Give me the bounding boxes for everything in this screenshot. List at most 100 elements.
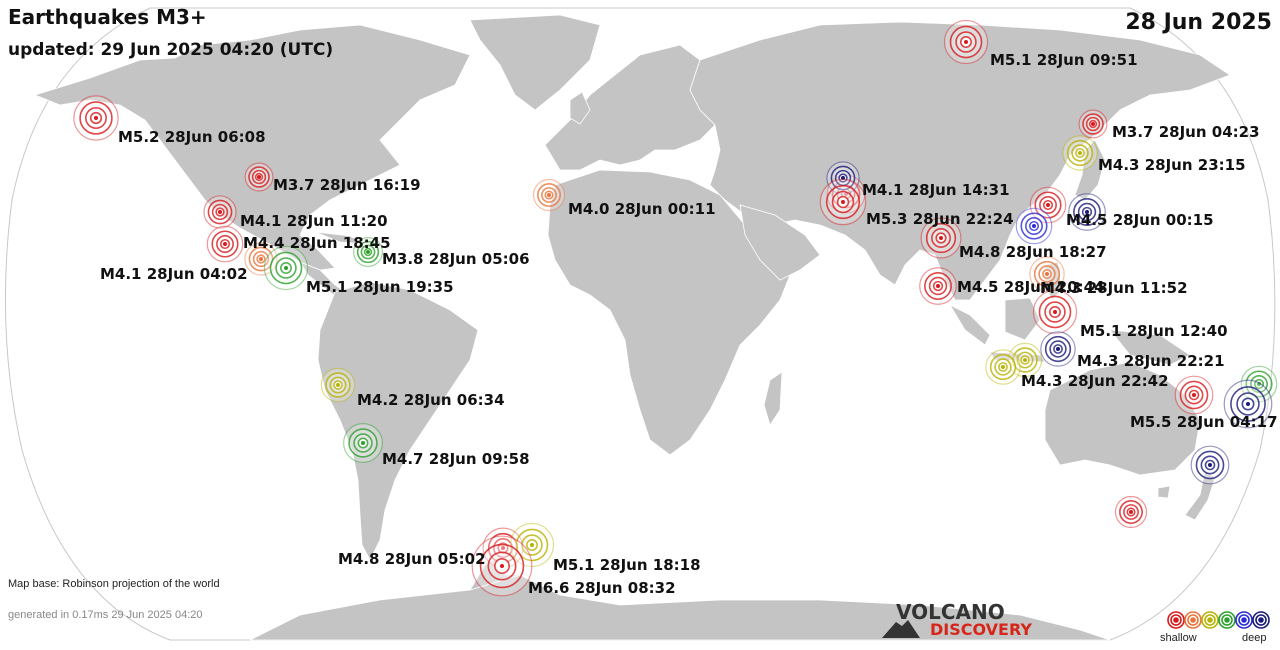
madagascar bbox=[763, 371, 783, 426]
quake-marker[interactable] bbox=[920, 217, 962, 259]
tasmania bbox=[1157, 485, 1171, 499]
quake-label[interactable]: M5.1 28Jun 12:40 bbox=[1080, 322, 1228, 340]
quake-label[interactable]: M3.8 28Jun 05:06 bbox=[382, 250, 530, 268]
quake-marker[interactable] bbox=[919, 267, 957, 305]
quake-marker[interactable] bbox=[1114, 495, 1148, 529]
quake-label[interactable]: M3.7 28Jun 16:19 bbox=[273, 176, 421, 194]
legend-depth-swatch bbox=[1207, 617, 1213, 623]
quake-marker[interactable] bbox=[826, 161, 860, 195]
legend-shallow-label: shallow bbox=[1160, 632, 1197, 644]
quake-label[interactable]: M4.5 28Jun 00:15 bbox=[1066, 211, 1214, 229]
quake-label[interactable]: M6.6 28Jun 08:32 bbox=[528, 579, 676, 597]
legend-depth-swatch bbox=[1173, 617, 1179, 623]
quake-marker[interactable] bbox=[343, 423, 383, 463]
legend-depth-swatch bbox=[1235, 611, 1253, 629]
north-america bbox=[33, 24, 471, 271]
quake-marker[interactable] bbox=[244, 162, 274, 192]
quake-marker[interactable] bbox=[1040, 331, 1076, 367]
quake-label[interactable]: M5.5 28Jun 04:17 bbox=[1130, 413, 1278, 431]
quake-label[interactable]: M4.0 28Jun 00:11 bbox=[568, 200, 716, 218]
quake-label[interactable]: M4.1 28Jun 14:31 bbox=[862, 181, 1010, 199]
quake-label[interactable]: M4.8 28Jun 18:27 bbox=[959, 243, 1107, 261]
legend-depth-swatch bbox=[1190, 617, 1196, 623]
legend-depth-swatch bbox=[1258, 617, 1264, 623]
quake-label[interactable]: M3.7 28Jun 04:23 bbox=[1112, 123, 1260, 141]
new-guinea bbox=[1109, 329, 1191, 366]
australia bbox=[1044, 361, 1201, 476]
quake-marker[interactable] bbox=[206, 225, 244, 263]
legend-depth-swatch bbox=[1218, 611, 1236, 629]
quake-marker[interactable] bbox=[320, 367, 356, 403]
quake-marker[interactable] bbox=[1015, 207, 1053, 245]
quake-marker[interactable] bbox=[203, 195, 237, 229]
quake-marker[interactable] bbox=[509, 522, 555, 568]
land-masses bbox=[33, 14, 1231, 641]
quake-label[interactable]: M4.5 28Jun 20:44 bbox=[957, 278, 1105, 296]
quake-label[interactable]: M5.1 28Jun 19:35 bbox=[306, 278, 454, 296]
quake-marker[interactable] bbox=[943, 19, 989, 65]
quake-marker[interactable] bbox=[532, 178, 566, 212]
quake-marker[interactable] bbox=[1062, 135, 1098, 171]
quake-label[interactable]: M5.1 28Jun 09:51 bbox=[990, 51, 1138, 69]
quake-marker[interactable] bbox=[985, 349, 1021, 385]
volcano-icon bbox=[882, 620, 920, 638]
asia bbox=[689, 21, 1231, 301]
quake-label[interactable]: M4.3 28Jun 22:42 bbox=[1021, 372, 1169, 390]
quake-label[interactable]: M5.2 28Jun 06:08 bbox=[118, 128, 266, 146]
quake-marker[interactable] bbox=[244, 242, 278, 276]
quake-label[interactable]: M5.3 28Jun 22:24 bbox=[866, 210, 1014, 228]
quake-marker[interactable] bbox=[1032, 289, 1078, 335]
cuba bbox=[314, 231, 366, 245]
legend-deep-label: deep bbox=[1242, 632, 1267, 644]
legend-depth-swatch bbox=[1221, 614, 1233, 626]
quake-marker[interactable] bbox=[263, 245, 309, 291]
legend-depth-swatch bbox=[1201, 611, 1219, 629]
quake-marker[interactable] bbox=[1068, 193, 1106, 231]
quake-label[interactable]: M4.8 28Jun 05:02 bbox=[338, 550, 486, 568]
legend-depth-swatch bbox=[1170, 614, 1182, 626]
quake-marker[interactable] bbox=[1078, 109, 1108, 139]
map-date: 28 Jun 2025 bbox=[1125, 10, 1272, 35]
quake-marker[interactable] bbox=[471, 535, 533, 597]
quake-marker[interactable] bbox=[1174, 375, 1214, 415]
map-base-credit: Map base: Robinson projection of the wor… bbox=[8, 578, 220, 590]
borneo bbox=[1004, 297, 1041, 341]
legend-depth-swatch bbox=[1184, 611, 1202, 629]
quake-marker[interactable] bbox=[1190, 445, 1230, 485]
quake-label[interactable]: M4.3 28Jun 11:52 bbox=[1040, 279, 1188, 297]
africa bbox=[547, 169, 791, 456]
depth-legend: shallow deep bbox=[1160, 606, 1275, 646]
quake-marker[interactable] bbox=[353, 237, 384, 268]
legend-depth-swatch bbox=[1255, 614, 1267, 626]
quake-marker[interactable] bbox=[819, 178, 867, 226]
legend-depth-swatch bbox=[1187, 614, 1199, 626]
quake-marker[interactable] bbox=[1223, 379, 1273, 429]
quake-marker[interactable] bbox=[1007, 342, 1043, 378]
generated-note: generated in 0.17ms 29 Jun 2025 04:20 bbox=[8, 609, 203, 621]
british-isles bbox=[569, 91, 591, 125]
quake-markers: M5.1 28Jun 09:51 M5.2 28Jun 06:08 M3.7 28J… bbox=[73, 19, 1278, 597]
legend-depth-swatch bbox=[1224, 617, 1230, 623]
quake-label[interactable]: M4.1 28Jun 11:20 bbox=[240, 212, 388, 230]
greenland bbox=[469, 14, 601, 111]
page-title: Earthquakes M3+ bbox=[8, 5, 207, 29]
legend-depth-swatch bbox=[1204, 614, 1216, 626]
legend-depth-swatch bbox=[1241, 617, 1247, 623]
legend-depth-swatch bbox=[1238, 614, 1250, 626]
quake-label[interactable]: M4.4 28Jun 18:45 bbox=[243, 234, 391, 252]
arabian-peninsula bbox=[739, 204, 821, 281]
depth-legend-circles bbox=[1167, 611, 1270, 629]
quake-label[interactable]: M4.2 28Jun 06:34 bbox=[357, 391, 505, 409]
quake-label[interactable]: M4.7 28Jun 09:58 bbox=[382, 450, 530, 468]
logo-discovery-text: DISCOVERY bbox=[930, 620, 1033, 639]
quake-label[interactable]: M4.1 28Jun 04:02 bbox=[100, 265, 248, 283]
quake-label[interactable]: M4.3 28Jun 22:21 bbox=[1077, 352, 1225, 370]
quake-label[interactable]: M4.3 28Jun 23:15 bbox=[1098, 156, 1246, 174]
sumatra bbox=[948, 304, 991, 346]
volcano-discovery-logo[interactable]: VOLCANO DISCOVERY bbox=[880, 600, 1040, 640]
quake-label[interactable]: M5.1 28Jun 18:18 bbox=[553, 556, 701, 574]
logo-volcano-text: VOLCANO bbox=[896, 600, 1005, 624]
quake-marker[interactable] bbox=[73, 95, 119, 141]
quake-marker[interactable] bbox=[1029, 256, 1065, 292]
